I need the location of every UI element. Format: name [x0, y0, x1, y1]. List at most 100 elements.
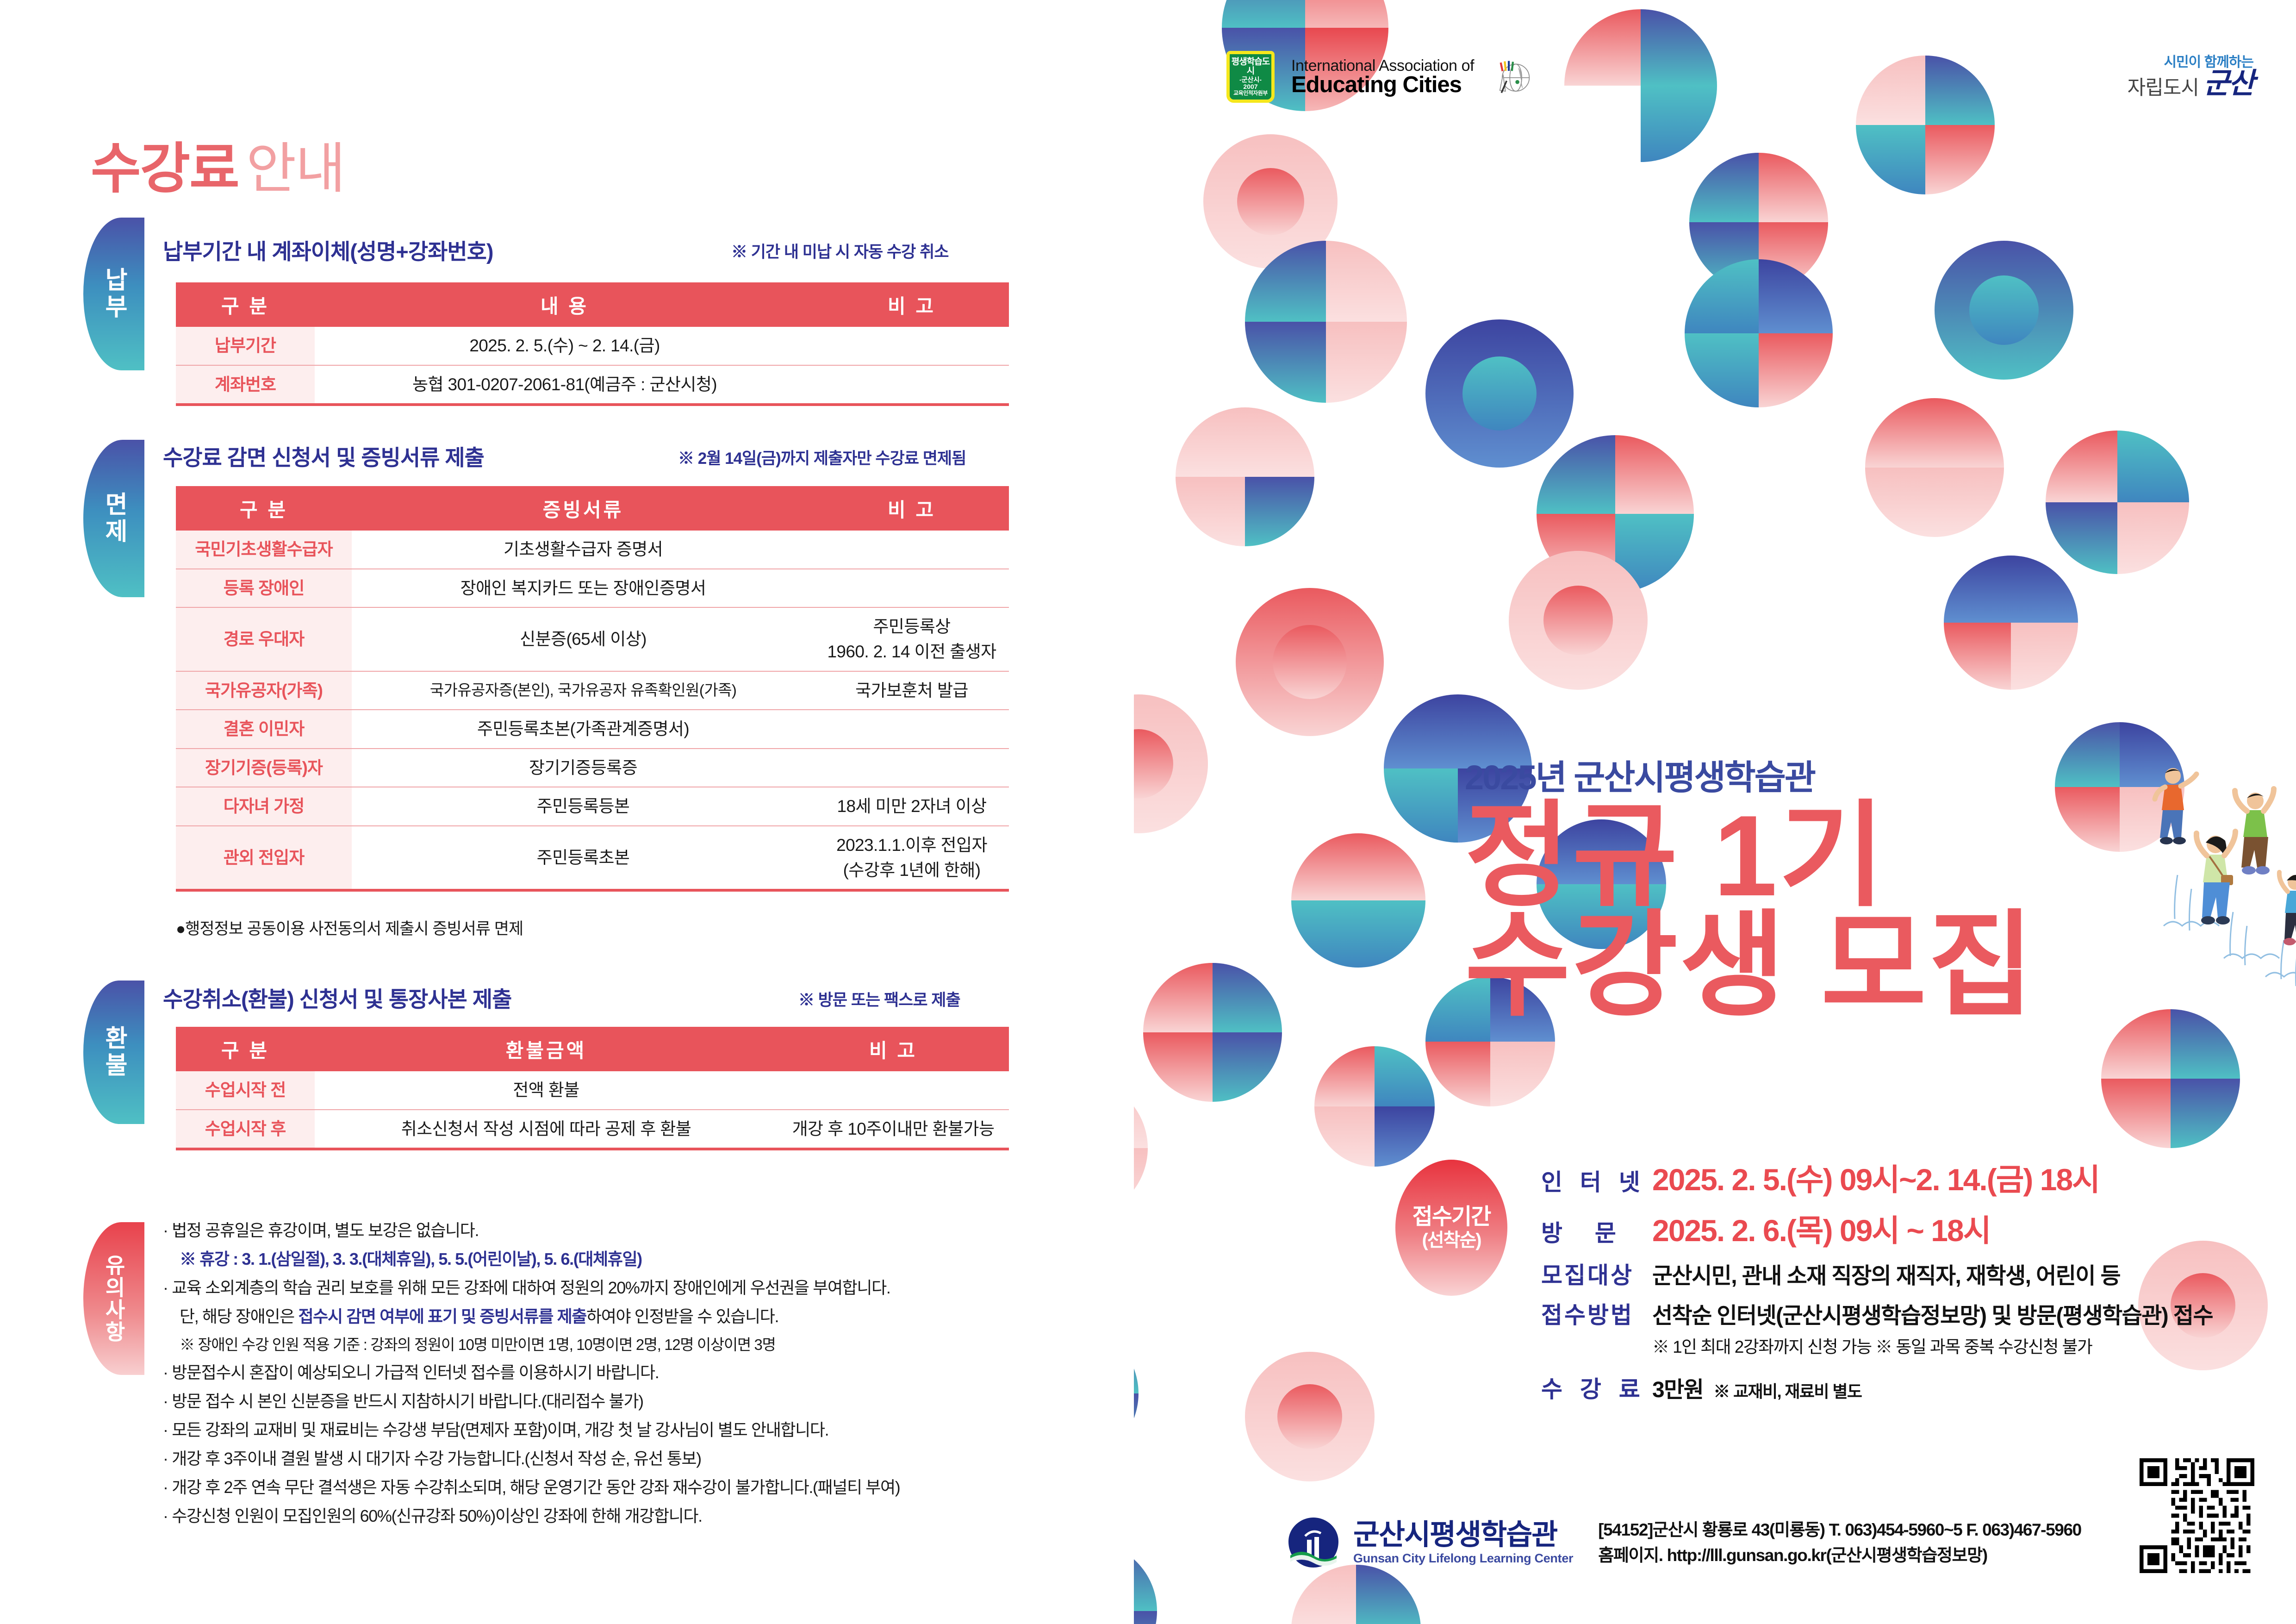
table-pay-col-2: 비 고: [815, 282, 1009, 327]
apply-fee-note: ※ 교재비, 재료비 별도: [1713, 1382, 1862, 1401]
table-refund-col-1: 환불금액: [315, 1027, 778, 1071]
table-row: 국민기초생활수급자 기초생활수급자 증명서: [176, 531, 1009, 569]
cell-gubun: 수업시작 전: [176, 1071, 315, 1110]
decorative-circle: [1245, 1352, 1375, 1481]
cell-content: 주민등록초본: [352, 826, 815, 892]
table-refund-col-0: 구 분: [176, 1027, 315, 1071]
notice-item: ※ 휴강 : 3. 1.(삼일절), 3. 3.(대체휴일), 5. 5.(어린…: [180, 1249, 642, 1268]
table-pay: 구 분 내 용 비 고 납부기간 2025. 2. 5.(수) ~ 2. 14.…: [176, 282, 1009, 406]
cell-content: 농협 301-0207-2061-81(예금주 : 군산시청): [315, 365, 815, 406]
notice-text-tail: 하여야 인정받을 수 있습니다.: [586, 1307, 779, 1326]
cell-content: 2025. 2. 5.(수) ~ 2. 14.(금): [315, 327, 815, 366]
notice-text-emphasis: 접수시 감면 여부에 표기 및 증빙서류를 제출: [298, 1307, 587, 1326]
right-promotional-column: 평생학습도시 -군산시- 2007 교육인적자원부 International …: [1134, 0, 2296, 1624]
cell-content: 기초생활수급자 증명서: [352, 531, 815, 569]
table-pay-col-1: 내 용: [315, 282, 815, 327]
left-information-column: 수강료 안내 납부 납부기간 내 계좌이체(성명+강좌번호) ※ 기간 내 미납 …: [0, 0, 1134, 1624]
table-refund-header-row: 구 분 환불금액 비 고: [176, 1027, 1009, 1071]
side-tab-refund: 환불: [83, 981, 144, 1124]
gunsan-lifelong-logo-icon: [1287, 1516, 1340, 1569]
cell-content: 장기기증등록증: [352, 748, 815, 788]
side-tab-exempt: 면제: [83, 440, 144, 597]
jumping-people-illustration: [2145, 759, 2296, 1000]
decorative-circle: [1143, 963, 1282, 1102]
notice-item: · 개강 후 3주이내 결원 발생 시 대기자 수강 가능합니다.(신청서 작성…: [163, 1449, 702, 1468]
ci-line3: 군산: [2203, 68, 2255, 100]
decorative-circle: [1564, 9, 1717, 162]
table-row: 국가유공자(가족) 국가유공자증(본인), 국가유공자 유족확인원(가족) 국가…: [176, 671, 1009, 711]
footer-org-name: 군산시평생학습관 Gunsan City Lifelong Learning C…: [1353, 1520, 1574, 1565]
page-title-part1: 수강료: [91, 138, 240, 200]
main-headline: 2025년 군산시평생학습관 정규 1기 수강생 모집: [1465, 750, 2224, 1030]
decorative-circle: [2046, 431, 2189, 574]
apply-label-method: 접수방법: [1541, 1302, 1634, 1328]
qr-code[interactable]: [2140, 1458, 2254, 1573]
iace-line1: International Association of: [1291, 56, 1475, 75]
apply-value-fee: 3만원: [1652, 1378, 1704, 1402]
cell-remark: [778, 1071, 1009, 1110]
decorative-circle: [1935, 241, 2073, 380]
section-heading-pay: 납부기간 내 계좌이체(성명+강좌번호): [163, 239, 493, 264]
apply-row-fee: 수 강 료 3만원 ※ 교재비, 재료비 별도: [1541, 1371, 2272, 1404]
decorative-circle: [2101, 1009, 2240, 1148]
headline-line2: 수강생 모집: [1465, 900, 2036, 1030]
decorative-circle: [1537, 435, 1694, 593]
iace-line2: Educating Cities: [1291, 72, 1462, 97]
cell-gubun: 경로 우대자: [176, 607, 352, 672]
table-row: 장기기증(등록)자 장기기증등록증: [176, 748, 1009, 788]
footer-contact-info: [54152]군산시 황룡로 43(미룡동) T. 063)454-5960~5…: [1598, 1517, 2082, 1568]
cell-gubun: 국민기초생활수급자: [176, 531, 352, 569]
footer-org-en: Gunsan City Lifelong Learning Center: [1353, 1551, 1574, 1565]
table-exempt-header-row: 구 분 증빙서류 비 고: [176, 486, 1009, 531]
table-exempt: 구 분 증빙서류 비 고 국민기초생활수급자 기초생활수급자 증명서 등록 장애…: [176, 486, 1009, 892]
page-title-part2: 안내: [246, 138, 346, 200]
apply-label-internet: 인 터 넷: [1541, 1169, 1646, 1195]
table-row: 수업시작 후 취소신청서 작성 시점에 따라 공제 후 환불 개강 후 10주이…: [176, 1109, 1009, 1151]
section-note-refund: ※ 방문 또는 팩스로 제출: [798, 991, 961, 1009]
notice-item: · 수강신청 인원이 모집인원의 60%(신규강좌 50%)이상인 강좌에 한해…: [163, 1506, 703, 1525]
badge-line2: -군산시-: [1239, 75, 1262, 83]
lifelong-learning-city-badge-icon: 평생학습도시 -군산시- 2007 교육인적자원부: [1226, 51, 1275, 103]
notice-item: · 모든 강좌의 교재비 및 재료비는 수강생 부담(면제자 포함)이며, 개강…: [163, 1420, 829, 1439]
notice-item: · 교육 소외계층의 학습 권리 보호를 위해 모든 강좌에 대하여 정원의 2…: [163, 1278, 891, 1297]
table-row: 관외 전입자 주민등록초본 2023.1.1.이후 전입자 (수강후 1년에 한…: [176, 826, 1009, 892]
table-row: 결혼 이민자 주민등록초본(가족관계증명서): [176, 710, 1009, 749]
notice-item: 단, 해당 장애인은 접수시 감면 여부에 표기 및 증빙서류를 제출하여야 인…: [163, 1308, 1093, 1325]
decorative-circle: [1245, 241, 1407, 403]
decorative-circle: [1689, 153, 1828, 292]
cell-remark: 개강 후 10주이내만 환불가능: [778, 1109, 1009, 1151]
notice-item: · 개강 후 2주 연속 무단 결석생은 자동 수강취소되며, 해당 운영기간 …: [163, 1478, 901, 1497]
decorative-circle: [1944, 556, 2078, 690]
apply-label-target: 모집대상: [1541, 1262, 1634, 1288]
table-pay-col-0: 구 분: [176, 282, 315, 327]
cell-remark: 주민등록상 1960. 2. 14 이전 출생자: [815, 607, 1009, 672]
cell-remark: [815, 365, 1009, 406]
cell-remark: [815, 568, 1009, 608]
apply-value-visit: 2025. 2. 6.(목) 09시 ~ 18시: [1652, 1213, 1991, 1248]
cell-content: 취소신청서 작성 시점에 따라 공제 후 환불: [315, 1109, 778, 1151]
apply-label-visit: 방 문: [1541, 1220, 1629, 1246]
side-tab-notice-label: 유의사항: [102, 1254, 126, 1343]
cell-gubun: 다자녀 가정: [176, 787, 352, 827]
section-note-pay: ※ 기간 내 미납 시 자동 수강 취소: [731, 243, 949, 261]
gunsan-city-ci-logo: 시민이 함께하는 자립도시 군산: [2127, 56, 2255, 100]
application-info-rows: 인 터 넷 2025. 2. 5.(수) 09시~2. 14.(금) 18시 방…: [1541, 1155, 2272, 1411]
apply-value-internet: 2025. 2. 5.(수) 09시~2. 14.(금) 18시: [1652, 1162, 2100, 1197]
section-note-exempt: ※ 2월 14일(금)까지 제출자만 수강료 면제됨: [678, 450, 966, 468]
cell-content: 주민등록초본(가족관계증명서): [352, 710, 815, 749]
footer-homepage: 홈페이지. http://lll.gunsan.go.kr(군산시평생학습정보망…: [1598, 1546, 1988, 1565]
decorative-circle: [1865, 398, 2004, 537]
side-tab-pay-label: 납부: [100, 267, 127, 321]
cell-content: 장애인 복지카드 또는 장애인증명서: [352, 568, 815, 608]
cell-gubun: 수업시작 후: [176, 1109, 315, 1151]
notice-item: ※ 장애인 수강 인원 적용 기준 : 강좌의 정원이 10명 미만이면 1명,…: [180, 1336, 776, 1353]
headline-line1: 정규 1기: [1465, 791, 1887, 920]
table-exempt-col-0: 구 분: [176, 486, 352, 531]
table-exempt-col-1: 증빙서류: [352, 486, 815, 531]
cell-gubun: 등록 장애인: [176, 568, 352, 608]
decorative-circle: [1314, 1046, 1435, 1167]
ci-line2: 자립도시: [2127, 77, 2199, 99]
decorative-circle: [1236, 588, 1384, 736]
table-row: 계좌번호 농협 301-0207-2061-81(예금주 : 군산시청): [176, 365, 1009, 406]
